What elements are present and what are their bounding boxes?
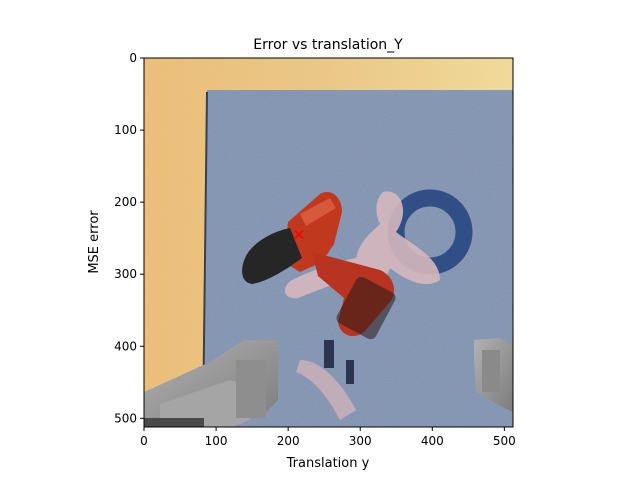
- y-axis-label: MSE error: [87, 210, 102, 274]
- x-axis-ticks: 0 100 200 300 400 500: [140, 427, 516, 448]
- mat-dark-mark: [346, 360, 354, 384]
- drill: [242, 192, 396, 340]
- x-tick-label: 500: [493, 434, 516, 448]
- gripper-block: [482, 350, 500, 392]
- drill-battery: [336, 276, 396, 340]
- drill-chuck: [242, 228, 302, 284]
- gripper-left: [144, 340, 278, 427]
- mat-dark-mark: [324, 340, 334, 368]
- scene-image: [144, 58, 513, 427]
- gripper-shadow: [144, 418, 204, 427]
- gripper-block: [236, 360, 266, 418]
- gripper-plate: [160, 380, 250, 427]
- y-tick-label: 200: [114, 195, 137, 209]
- x-tick-label: 100: [205, 434, 228, 448]
- data-point-marker: [294, 230, 304, 240]
- y-axis-ticks: 0 100 200 300 400 500: [114, 51, 144, 425]
- x-tick-label: 200: [277, 434, 300, 448]
- x-tick-label: 300: [349, 434, 372, 448]
- mat-pink-pattern: [284, 191, 440, 328]
- x-axis-label: Translation y: [286, 456, 370, 471]
- y-tick-label: 300: [114, 267, 137, 281]
- markers: [294, 230, 304, 240]
- y-tick-label: 0: [129, 51, 137, 65]
- mat-pink-stripe: [296, 360, 356, 420]
- drill-highlight: [300, 198, 336, 226]
- chart-title: Error vs translation_Y: [253, 37, 403, 53]
- gripper-right: [474, 338, 513, 412]
- y-tick-label: 500: [114, 411, 137, 425]
- x-tick-label: 400: [421, 434, 444, 448]
- x-tick-label: 0: [140, 434, 148, 448]
- plot-frame: [143, 57, 514, 428]
- y-tick-label: 400: [114, 339, 137, 353]
- y-tick-label: 100: [114, 123, 137, 137]
